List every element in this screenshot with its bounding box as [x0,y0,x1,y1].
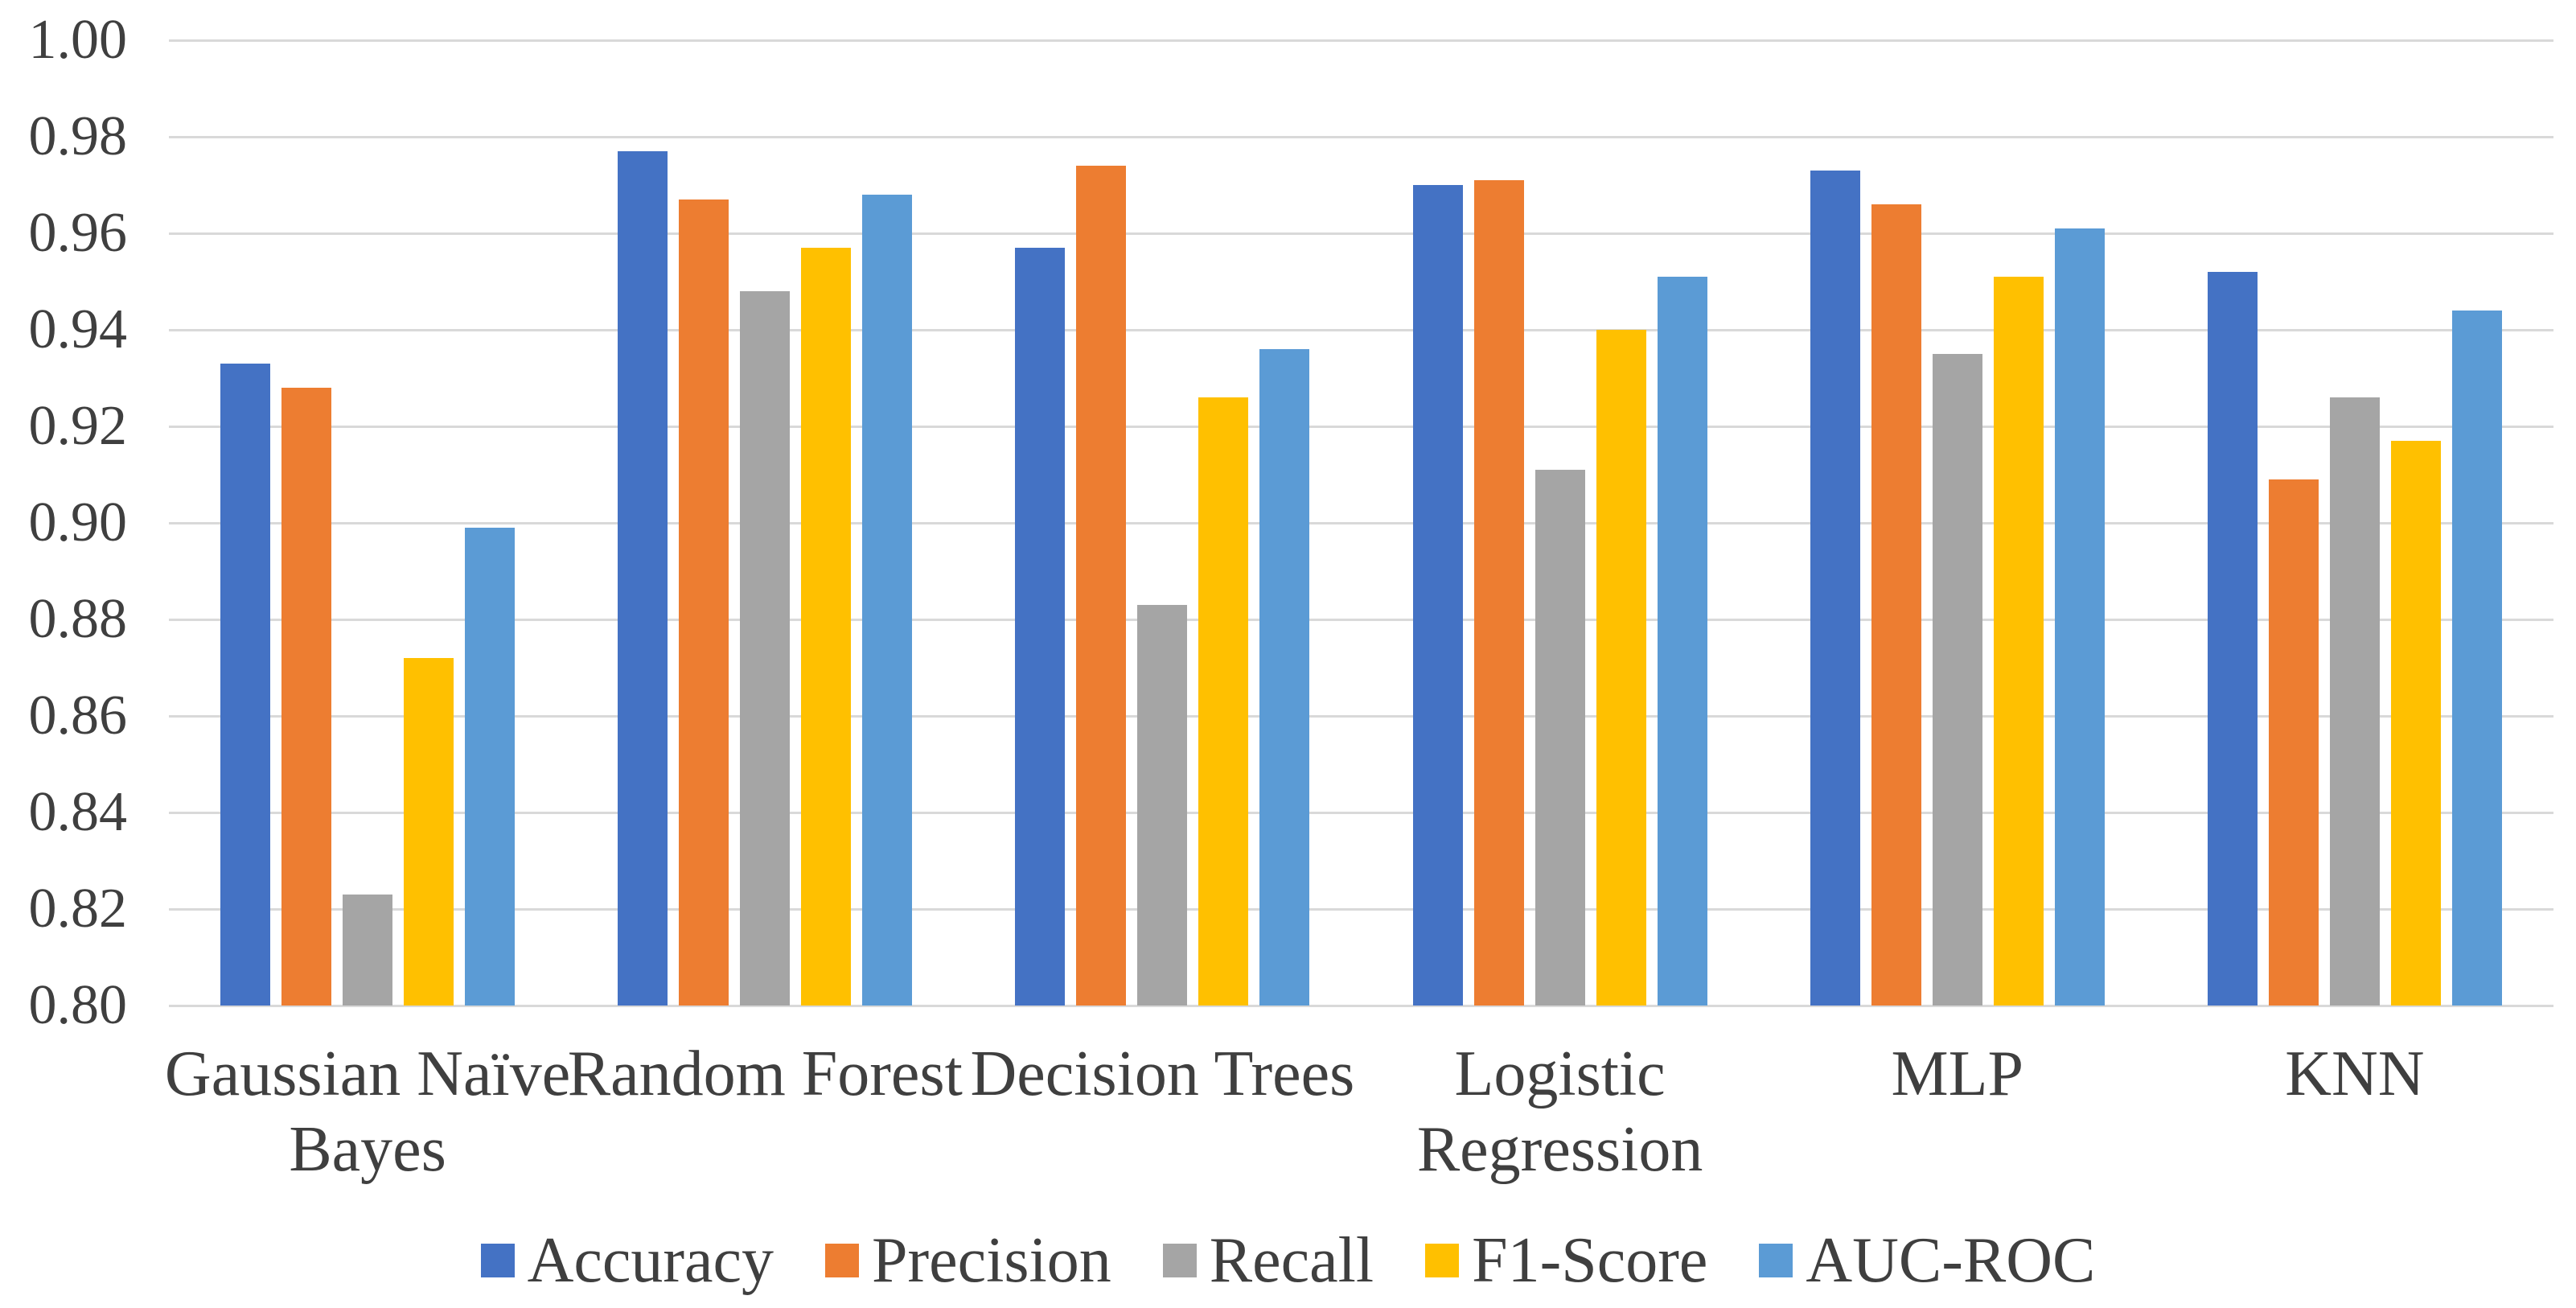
bar-accuracy-random-forest [618,151,668,1006]
legend-label: F1-Score [1472,1225,1708,1296]
bar-auc-roc-random-forest [862,195,913,1006]
gridline [169,714,2553,718]
legend-swatch-recall [1162,1244,1197,1277]
y-tick-label: 0.90 [28,492,128,553]
legend-swatch-f1-score [1425,1244,1460,1277]
category-label-knn: KNN [2285,1039,2425,1109]
bar-precision-knn [2268,479,2319,1006]
bar-precision-gaussian-na-ve-bayes [281,388,332,1006]
bar-recall-logistic-regression [1535,470,1585,1006]
bar-auc-roc-gaussian-na-ve-bayes [465,528,516,1006]
legend-label: Accuracy [527,1225,774,1296]
legend-swatch-auc-roc [1759,1244,1793,1277]
category-label-logistic-regression: Logistic Regression [1416,1039,1703,1185]
y-tick-label: 0.88 [28,588,128,650]
legend-label: Recall [1209,1225,1374,1296]
bar-f1-score-decision-trees [1198,397,1249,1006]
bar-accuracy-decision-trees [1015,248,1066,1006]
bar-auc-roc-knn [2451,311,2502,1006]
y-tick-label: 0.84 [28,781,128,843]
legend-item-recall: Recall [1162,1225,1374,1296]
bar-f1-score-random-forest [801,248,852,1006]
y-tick-label: 0.96 [28,202,128,264]
category-label-gaussian-na-ve-bayes: Gaussian Naïve Bayes [164,1039,571,1185]
plot-area [169,39,2553,1007]
bar-accuracy-knn [2207,272,2258,1006]
gridline [169,521,2553,524]
bar-precision-mlp [1871,204,1921,1006]
category-label-mlp: MLP [1891,1039,2024,1109]
bar-auc-roc-logistic-regression [1657,277,1707,1006]
legend-swatch-precision [825,1244,860,1277]
gridline [169,618,2553,621]
bar-f1-score-mlp [1993,277,2044,1006]
y-tick-label: 0.92 [28,395,128,457]
y-tick-label: 0.82 [28,878,128,940]
gridline [169,232,2553,235]
bar-recall-random-forest [740,291,791,1006]
gridline [169,328,2553,331]
bar-f1-score-logistic-regression [1596,330,1646,1006]
legend-item-auc-roc: AUC-ROC [1759,1226,2095,1295]
bar-recall-mlp [1932,354,1982,1006]
legend-swatch-accuracy [480,1244,515,1277]
gridline [169,135,2553,138]
bar-auc-roc-mlp [2054,228,2105,1006]
bar-f1-score-gaussian-na-ve-bayes [404,658,454,1006]
legend: Accuracy Precision Recall F1-Score AUC-ROC [0,1226,2576,1295]
bar-recall-gaussian-na-ve-bayes [343,895,393,1006]
y-tick-label: 0.86 [28,685,128,747]
legend-label: AUC-ROC [1806,1225,2096,1296]
category-label-random-forest: Random Forest [567,1039,963,1109]
bar-accuracy-logistic-regression [1412,185,1463,1006]
bar-precision-random-forest [679,199,729,1006]
bar-accuracy-mlp [1810,171,1860,1006]
legend-item-f1-score: F1-Score [1425,1226,1707,1295]
gridline [169,907,2553,911]
gridline [169,39,2553,42]
bar-f1-score-knn [2390,441,2441,1006]
legend-label: Precision [872,1225,1111,1296]
bar-accuracy-gaussian-na-ve-bayes [220,364,271,1006]
legend-item-precision: Precision [825,1226,1111,1295]
gridline [169,425,2553,428]
bar-recall-knn [2329,397,2380,1006]
gridline [169,1004,2553,1007]
y-tick-label: 0.98 [28,105,128,167]
bar-auc-roc-decision-trees [1259,349,1310,1006]
bar-recall-decision-trees [1137,605,1188,1006]
category-label-decision-trees: Decision Trees [970,1039,1355,1109]
legend-item-accuracy: Accuracy [480,1225,774,1296]
bar-precision-logistic-regression [1473,180,1524,1006]
y-tick-label: 0.94 [28,298,128,360]
y-tick-label: 0.80 [28,974,128,1036]
bar-precision-decision-trees [1076,166,1127,1006]
gridline [169,811,2553,814]
y-tick-label: 1.00 [28,9,128,71]
